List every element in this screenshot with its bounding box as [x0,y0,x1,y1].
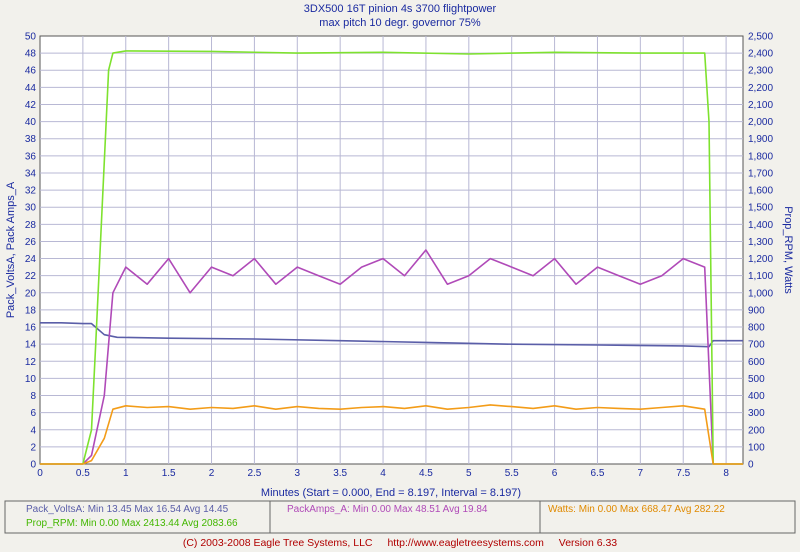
y-left-tick-label: 20 [25,288,37,299]
y-left-tick-label: 8 [30,391,36,402]
chart-title: 3DX500 16T pinion 4s 3700 flightpower [303,3,497,15]
y-right-tick-label: 2,500 [748,32,773,43]
y-right-tick-label: 1,700 [748,168,773,179]
footer: (C) 2003-2008 Eagle Tree Systems, LLC ht… [0,537,800,549]
x-tick-label: 6.5 [591,468,605,479]
y-right-tick-label: 700 [748,340,765,351]
y-right-tick-label: 2,000 [748,117,773,128]
y-left-tick-label: 14 [25,340,37,351]
series-packamps-a [40,249,743,465]
y-left-tick-label: 50 [25,32,37,43]
y-axis-left-label: Pack_VoltsA, Pack Amps_A [5,181,17,318]
y-left-tick-label: 26 [25,237,37,248]
series-watts [40,404,743,465]
y-right-tick-label: 300 [748,408,765,419]
stat-rpm: Prop_RPM: Min 0.00 Max 2413.44 Avg 2083.… [26,518,238,529]
y-left-tick-label: 24 [25,254,37,265]
y-right-tick-label: 1,000 [748,288,773,299]
x-tick-label: 5 [466,468,472,479]
y-right-tick-label: 200 [748,425,765,436]
y-left-tick-label: 30 [25,203,37,214]
footer-copyright: (C) 2003-2008 Eagle Tree Systems, LLC [182,537,373,549]
y-left-tick-label: 18 [25,305,37,316]
x-tick-label: 7.5 [676,468,690,479]
y-right-tick-label: 1,100 [748,271,773,282]
series-group [40,50,743,465]
x-tick-label: 3 [295,468,301,479]
y-left-tick-label: 46 [25,66,37,77]
y-left-tick-label: 34 [25,168,37,179]
y-left-tick-label: 36 [25,151,37,162]
y-right-tick-label: 2,400 [748,49,773,60]
x-axis-label: Minutes (Start = 0.000, End = 8.197, Int… [261,487,521,499]
x-tick-label: 2.5 [247,468,261,479]
y-left-tick-label: 2 [30,442,36,453]
ticks-group: 0246810121416182022242628303234363840424… [25,32,774,480]
x-tick-label: 2 [209,468,215,479]
footer-version: Version 6.33 [558,537,618,549]
x-tick-label: 3.5 [333,468,347,479]
y-left-tick-label: 12 [25,357,37,368]
y-left-tick-label: 28 [25,220,37,231]
y-left-tick-label: 4 [30,425,36,436]
x-tick-label: 1.5 [162,468,176,479]
y-right-tick-label: 1,600 [748,186,773,197]
y-right-tick-label: 2,200 [748,83,773,94]
legend-box [4,500,796,534]
y-left-tick-label: 48 [25,49,37,60]
x-tick-label: 6 [552,468,558,479]
y-left-tick-label: 0 [30,460,36,471]
y-right-tick-label: 600 [748,357,765,368]
x-tick-label: 4 [380,468,386,479]
plot-area [39,35,744,465]
y-left-tick-label: 6 [30,408,36,419]
x-tick-label: 8 [723,468,729,479]
stat-watts: Watts: Min 0.00 Max 668.47 Avg 282.22 [548,504,725,515]
y-left-tick-label: 22 [25,271,37,282]
y-right-tick-label: 800 [748,323,765,334]
y-left-tick-label: 32 [25,186,37,197]
y-left-tick-label: 42 [25,100,37,111]
y-right-tick-label: 1,900 [748,134,773,145]
y-left-tick-label: 10 [25,374,37,385]
y-right-tick-label: 2,100 [748,100,773,111]
y-left-tick-label: 40 [25,117,37,128]
y-right-tick-label: 1,200 [748,254,773,265]
x-tick-label: 0.5 [76,468,90,479]
x-tick-label: 4.5 [419,468,433,479]
y-right-tick-label: 1,300 [748,237,773,248]
grid [40,36,743,464]
y-axis-right-label: Prop_RPM, Watts [782,206,794,294]
footer-url[interactable]: http://www.eagletreesystems.com [387,537,544,549]
stat-volts: Pack_VoltsA: Min 13.45 Max 16.54 Avg 14.… [26,504,229,515]
y-right-tick-label: 500 [748,374,765,385]
x-tick-label: 7 [638,468,644,479]
series-prop-rpm [40,50,743,465]
series-pack-voltsa [40,321,743,348]
y-right-tick-label: 400 [748,391,765,402]
y-right-tick-label: 2,300 [748,66,773,77]
x-tick-label: 0 [37,468,43,479]
y-right-tick-label: 1,500 [748,203,773,214]
chart-subtitle: max pitch 10 degr. governor 75% [319,17,481,29]
y-right-tick-label: 1,400 [748,220,773,231]
y-right-tick-label: 0 [748,460,754,471]
y-right-tick-label: 900 [748,305,765,316]
y-right-tick-label: 1,800 [748,151,773,162]
y-left-tick-label: 16 [25,323,37,334]
y-left-tick-label: 44 [25,83,37,94]
stat-amps: PackAmps_A: Min 0.00 Max 48.51 Avg 19.84 [287,504,488,515]
x-tick-label: 5.5 [505,468,519,479]
y-left-tick-label: 38 [25,134,37,145]
x-tick-label: 1 [123,468,129,479]
y-right-tick-label: 100 [748,442,765,453]
